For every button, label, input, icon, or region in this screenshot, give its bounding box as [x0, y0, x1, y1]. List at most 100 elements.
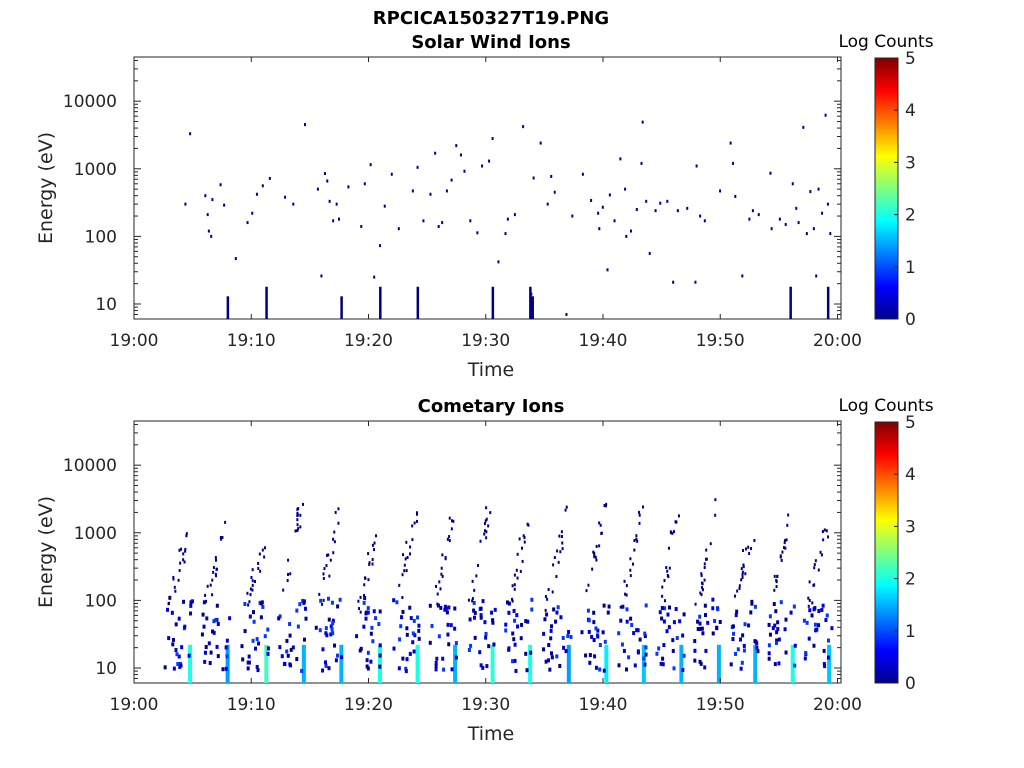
data-cell [550, 624, 554, 629]
data-cell [784, 617, 788, 622]
data-cell [662, 643, 666, 648]
data-cell [659, 661, 663, 666]
data-cell [507, 601, 511, 606]
data-cell [742, 565, 745, 569]
data-cell [326, 179, 329, 183]
data-cell [556, 549, 559, 553]
data-cell [700, 593, 703, 597]
data-cell [569, 634, 573, 639]
data-cell [398, 637, 402, 642]
data-cell [369, 659, 373, 664]
data-cell [174, 648, 178, 653]
data-cell [645, 199, 648, 203]
data-cell [740, 567, 743, 571]
data-cell [523, 540, 526, 544]
data-cell [182, 599, 186, 604]
data-cell [606, 610, 610, 615]
data-cell [473, 635, 477, 640]
data-cell [823, 664, 827, 669]
data-cell [249, 593, 252, 597]
data-cell [392, 598, 396, 603]
data-cell [686, 206, 689, 210]
data-cell [504, 628, 508, 633]
data-cell [812, 607, 816, 612]
data-cell [672, 666, 676, 671]
data-cell [189, 603, 193, 608]
data-cell [211, 629, 215, 634]
data-cell [664, 599, 667, 603]
data-spike [265, 286, 268, 319]
data-cell [617, 663, 621, 668]
data-cell [364, 616, 368, 621]
data-cell [567, 629, 571, 634]
data-cell [363, 583, 366, 587]
data-cell [247, 654, 251, 659]
data-cell [557, 560, 560, 564]
data-cell [446, 622, 450, 627]
colorbar-tick-label: 0 [905, 310, 916, 330]
data-cell [282, 588, 285, 592]
data-cell [635, 207, 638, 211]
data-cell [515, 568, 518, 572]
data-cell [693, 639, 697, 644]
data-cell [397, 666, 401, 671]
data-cell [545, 612, 549, 617]
data-cell [681, 668, 685, 673]
data-cell [699, 591, 702, 595]
data-cell [397, 227, 400, 231]
data-cell [477, 563, 480, 567]
data-cell [699, 661, 703, 666]
data-spike [340, 296, 343, 319]
data-cell [522, 125, 525, 129]
data-cell [215, 644, 219, 649]
data-cell [439, 587, 442, 591]
data-cell [698, 621, 702, 626]
data-cell [776, 620, 780, 625]
data-cell [813, 563, 816, 567]
data-cell [699, 214, 702, 218]
data-cell [228, 616, 232, 621]
data-cell [200, 632, 204, 637]
data-cell [401, 573, 404, 577]
data-cell [633, 548, 636, 552]
x-tick-label: 19:30 [461, 695, 510, 715]
data-cell [454, 655, 458, 660]
data-cell [805, 232, 808, 236]
data-cell [405, 626, 409, 631]
data-cell [241, 657, 245, 662]
burst-core [827, 644, 832, 683]
data-cell [741, 572, 744, 576]
data-cell [566, 634, 570, 639]
data-cell [463, 169, 466, 173]
data-cell [334, 658, 338, 663]
data-cell [450, 527, 453, 531]
data-cell [643, 662, 647, 667]
data-cell [619, 605, 622, 609]
data-cell [588, 653, 592, 658]
data-cell [779, 600, 783, 605]
data-cell [483, 522, 486, 526]
data-cell [555, 654, 559, 659]
data-cell [434, 663, 438, 668]
data-cell [553, 556, 556, 560]
data-cell [448, 516, 451, 520]
data-cell [221, 667, 225, 672]
data-cell [251, 211, 254, 215]
data-cell [719, 189, 722, 193]
data-cell [472, 615, 476, 620]
data-cell [182, 558, 185, 562]
data-cell [405, 569, 408, 573]
data-cell [467, 648, 471, 653]
data-cell [246, 666, 250, 671]
data-cell [176, 661, 180, 666]
data-cell [367, 552, 370, 556]
data-cell [334, 510, 337, 514]
data-cell [755, 641, 759, 646]
data-cell [558, 663, 562, 668]
data-cell [698, 614, 702, 619]
data-cell [783, 539, 786, 543]
data-cell [772, 602, 776, 607]
data-cell [825, 529, 828, 533]
data-cell [484, 635, 488, 640]
